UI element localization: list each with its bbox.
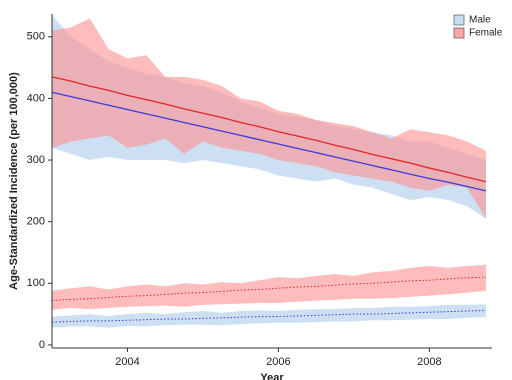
y-tick-label: 100 [27, 277, 45, 289]
confidence-band [52, 264, 486, 310]
legend-swatch [453, 27, 465, 39]
y-axis-label: Age-Standardized Incidence (per 100,000) [8, 72, 20, 290]
y-tick-label: 200 [27, 216, 45, 228]
legend-label: Female [469, 28, 503, 39]
y-tick-label: 300 [27, 154, 45, 166]
x-tick-label: 2006 [266, 356, 290, 368]
y-tick-label: 500 [27, 31, 45, 43]
trend-line [51, 276, 486, 302]
confidence-band [52, 18, 486, 219]
trend-line [51, 76, 487, 183]
legend-label: Male [469, 15, 491, 26]
x-axis-label: Year [260, 372, 284, 380]
trend-line [51, 91, 487, 192]
plot-area [51, 15, 487, 328]
x-tick-label: 2008 [417, 356, 441, 368]
y-tick-label: 0 [39, 339, 45, 351]
x-tick-label: 2004 [115, 356, 139, 368]
trend-line [51, 309, 486, 323]
legend-swatch [453, 14, 465, 26]
confidence-band [52, 304, 486, 328]
y-tick-label: 400 [27, 92, 45, 104]
